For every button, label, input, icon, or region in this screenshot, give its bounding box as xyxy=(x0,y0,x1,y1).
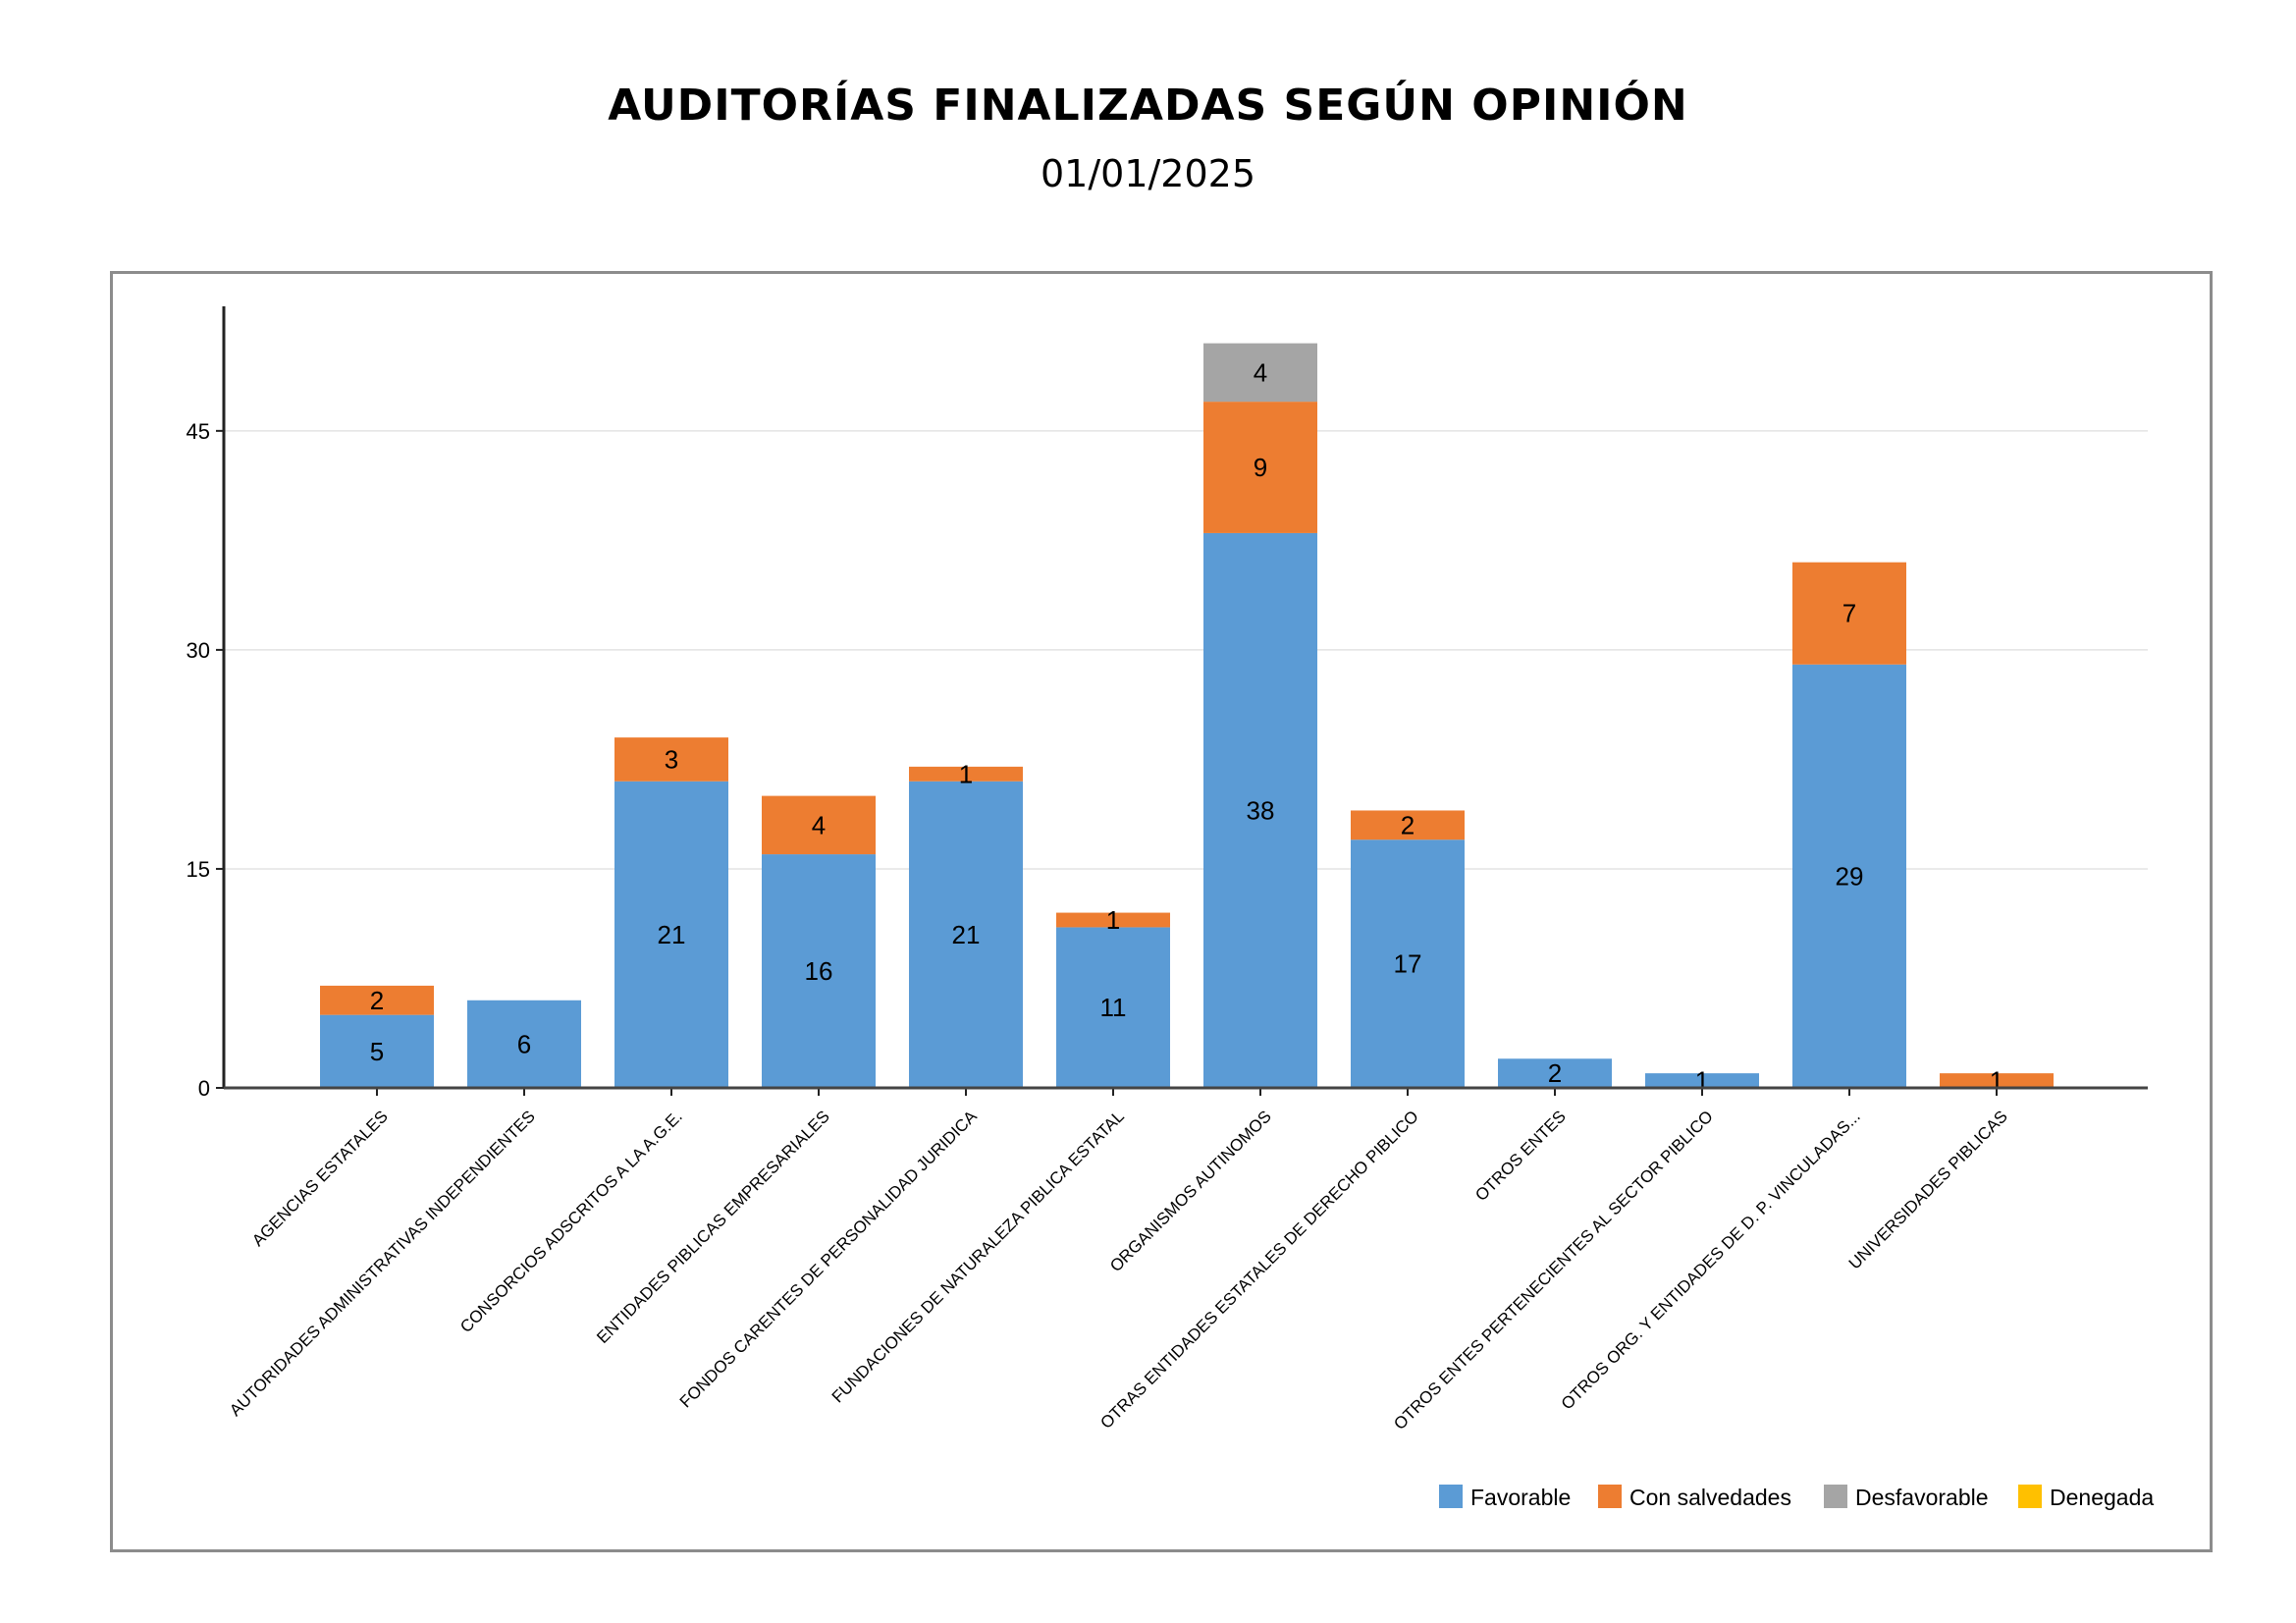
y-tick-label: 15 xyxy=(187,857,210,882)
x-tick-label: ORGANISMOS AUTINOMOS xyxy=(1106,1107,1275,1275)
legend-label: Denegada xyxy=(2050,1485,2154,1510)
bar-segment xyxy=(1792,562,1906,665)
data-label: 17 xyxy=(1394,949,1422,979)
bar-segment xyxy=(1498,1058,1612,1088)
data-label: 38 xyxy=(1247,795,1275,825)
bar-segment xyxy=(1056,927,1170,1088)
legend-swatch xyxy=(1598,1485,1622,1508)
x-tick-label: FONDOS CARENTES DE PERSONALIDAD JURIDICA xyxy=(676,1107,981,1411)
x-tick-label: UNIVERSIDADES PIBLICAS xyxy=(1845,1107,2011,1272)
y-tick-label: 45 xyxy=(187,419,210,444)
bar-segment xyxy=(1792,664,1906,1088)
x-tick-label: OTROS ENTES xyxy=(1471,1107,1570,1205)
data-label: 5 xyxy=(370,1037,384,1066)
bar-segment xyxy=(320,985,434,1015)
bar-segment xyxy=(1351,839,1465,1088)
data-label: 2 xyxy=(1401,810,1415,839)
chart-frame xyxy=(110,271,2213,1552)
bar-segment xyxy=(762,795,876,855)
x-tick-label: OTRAS ENTIDADES ESTATALES DE DERECHO PIB… xyxy=(1096,1107,1421,1432)
data-label: 1 xyxy=(1106,905,1120,935)
x-tick-label: ENTIDADES PIBLICAS EMPRESARIALES xyxy=(593,1107,833,1347)
x-tick-label: AUTORIDADES ADMINISTRATIVAS INDEPENDIENT… xyxy=(226,1107,539,1420)
bar-segment xyxy=(467,1000,581,1088)
data-label: 9 xyxy=(1254,453,1267,482)
legend-label: Favorable xyxy=(1470,1485,1571,1510)
data-label: 29 xyxy=(1836,861,1864,891)
chart-title: AUDITORÍAS FINALIZADAS SEGÚN OPINIÓN xyxy=(608,81,1688,131)
bar-segment xyxy=(1203,532,1317,1088)
legend-swatch xyxy=(1439,1485,1463,1508)
bar-segment xyxy=(1351,810,1465,840)
bar-segment xyxy=(1940,1073,2054,1088)
data-label: 4 xyxy=(812,810,826,839)
data-label: 2 xyxy=(1548,1058,1562,1088)
bar-segment xyxy=(1203,402,1317,533)
legend-swatch xyxy=(1824,1485,1847,1508)
data-label: 1 xyxy=(959,759,973,788)
data-label: 4 xyxy=(1254,357,1267,387)
data-label: 16 xyxy=(805,956,833,986)
data-label: 11 xyxy=(1100,993,1127,1022)
x-tick-label: FUNDACIONES DE NATURALEZA PIBLICA ESTATA… xyxy=(828,1107,1128,1406)
data-label: 3 xyxy=(665,744,678,774)
bar-segment xyxy=(320,1014,434,1088)
chart-subtitle: 01/01/2025 xyxy=(1040,152,1256,195)
y-tick-label: 30 xyxy=(187,638,210,663)
bar-segment xyxy=(762,854,876,1088)
bar-segment xyxy=(614,737,728,782)
bar-segment xyxy=(614,781,728,1088)
legend-label: Con salvedades xyxy=(1629,1485,1791,1510)
bar-segment xyxy=(909,781,1023,1088)
data-label: 6 xyxy=(517,1029,531,1058)
x-tick-label: OTROS ENTES PERTENECIENTES AL SECTOR PIB… xyxy=(1390,1107,1717,1434)
legend-label: Desfavorable xyxy=(1855,1485,1989,1510)
data-label: 21 xyxy=(952,920,981,949)
bar-segment xyxy=(1056,912,1170,928)
data-label: 2 xyxy=(370,986,384,1015)
bar-segment xyxy=(1203,343,1317,403)
bar-segment xyxy=(1645,1073,1759,1088)
data-label: 21 xyxy=(658,920,686,949)
data-label: 7 xyxy=(1842,599,1856,628)
x-tick-label: OTROS ORG. Y ENTIDADES DE D. P. VINCULAD… xyxy=(1558,1107,1864,1413)
bar-segment xyxy=(909,766,1023,782)
y-tick-label: 0 xyxy=(198,1076,210,1101)
x-tick-label: AGENCIAS ESTATALES xyxy=(248,1107,392,1250)
legend-swatch xyxy=(2018,1485,2042,1508)
